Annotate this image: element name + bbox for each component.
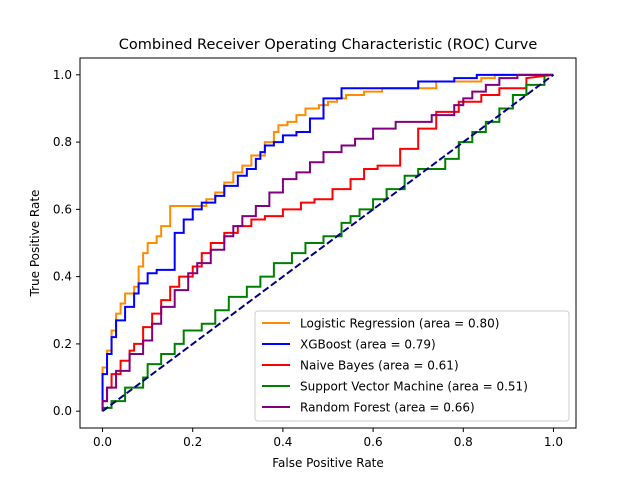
legend: Logistic Regression (area = 0.80) XGBoost… [254, 310, 570, 422]
x-tick-label: 0.0 [93, 435, 112, 449]
chart-title: Combined Receiver Operating Characterist… [119, 37, 538, 53]
diagonal-reference-line [101, 74, 555, 412]
y-tick-label: 1.0 [53, 68, 72, 82]
y-axis-ticks: 0.0 0.2 0.4 0.6 0.8 1.0 [53, 68, 80, 418]
x-tick-label: 0.4 [273, 435, 292, 449]
x-tick-label: 0.6 [364, 435, 383, 449]
y-tick-label: 0.8 [53, 135, 72, 149]
axes-frame [79, 57, 577, 429]
y-tick-label: 0.4 [53, 270, 72, 284]
series-line-4 [101, 73, 554, 412]
x-tick-label: 0.2 [183, 435, 202, 449]
plot-area [101, 73, 555, 412]
legend-label-4: Random Forest (area = 0.66) [300, 401, 475, 415]
x-axis-label: False Positive Rate [272, 456, 384, 470]
x-axis-ticks: 0.0 0.2 0.4 0.6 0.8 1.0 [93, 428, 563, 449]
legend-box [254, 310, 570, 422]
y-tick-label: 0.0 [53, 404, 72, 418]
x-tick-label: 0.8 [454, 435, 473, 449]
legend-label-3: Support Vector Machine (area = 0.51) [300, 380, 528, 394]
legend-label-1: XGBoost (area = 0.79) [300, 338, 436, 352]
series-line-1 [101, 73, 554, 412]
series-line-0 [101, 73, 554, 412]
y-tick-label: 0.2 [53, 337, 72, 351]
x-tick-label: 1.0 [544, 435, 563, 449]
series-line-2 [101, 73, 554, 412]
legend-label-2: Naive Bayes (area = 0.61) [300, 359, 459, 373]
legend-label-0: Logistic Regression (area = 0.80) [300, 317, 499, 331]
y-axis-label: True Positive Rate [28, 190, 42, 298]
y-tick-label: 0.6 [53, 202, 72, 216]
